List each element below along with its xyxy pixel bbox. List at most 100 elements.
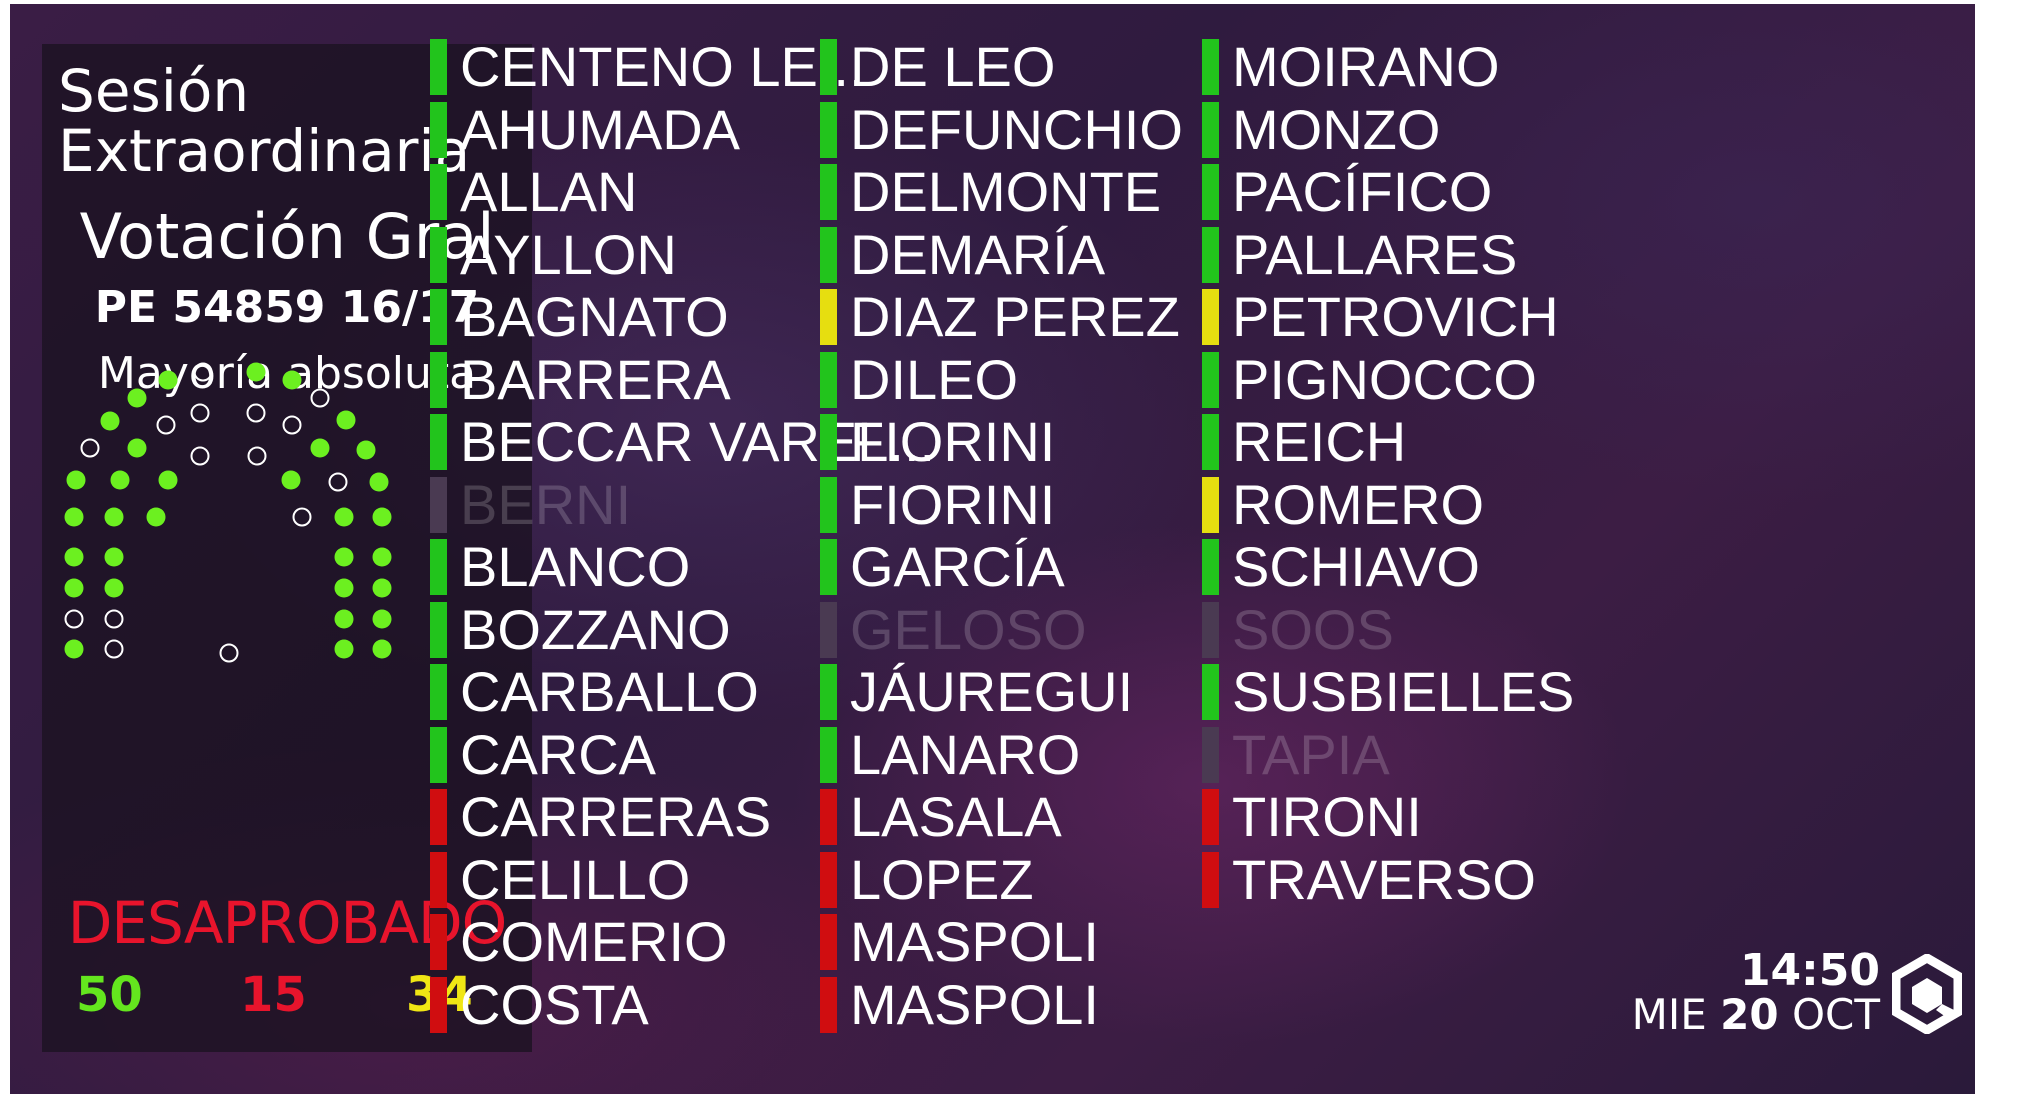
seat-voted (127, 438, 147, 458)
vote-status-bar-yes (820, 664, 837, 720)
vote-status-bar-yes (1202, 101, 1219, 158)
clock-time: 14:50 (1739, 945, 1880, 996)
seat-voted (372, 507, 392, 527)
session-title-line1: Sesión (58, 57, 250, 125)
member-name: MASPOLI (850, 910, 1099, 973)
seat-voted (372, 578, 392, 598)
member-name: BOZZANO (460, 597, 731, 661)
vote-status-bar-no (820, 914, 837, 970)
seat-empty (219, 643, 239, 663)
member-name: BLANCO (460, 535, 691, 598)
vote-status-bar-yes (430, 601, 447, 658)
seat-empty (282, 415, 302, 435)
seat-voted (100, 411, 120, 431)
seat-voted (104, 547, 124, 567)
member-name: FIORINI (850, 410, 1056, 473)
vote-status-bar-abstain (820, 289, 837, 345)
seat-empty (190, 403, 210, 423)
vote-status-bar-yes (430, 289, 447, 345)
member-name: SOOS (1232, 597, 1394, 661)
vote-status-bar-absent (820, 601, 837, 658)
seat-empty (292, 507, 312, 527)
seat-voted (282, 370, 302, 390)
member-name: ROMERO (1232, 472, 1484, 536)
member-name: PETROVICH (1232, 285, 1559, 348)
vote-status-bar-no (820, 976, 837, 1033)
vote-status-bar-no (430, 851, 447, 908)
member-name: CELILLO (460, 847, 691, 911)
member-name: MONZO (1232, 97, 1441, 161)
session-title-line2: Extraordinaria (58, 117, 471, 185)
member-name: COSTA (460, 972, 649, 1036)
vote-status-bar-yes (820, 39, 837, 95)
member-name: BERNI (460, 472, 632, 536)
seat-empty (246, 403, 266, 423)
member-name: DE LEO (850, 35, 1056, 98)
vote-status-bar-yes (1202, 539, 1219, 595)
seat-voted (356, 440, 376, 460)
member-name: LANARO (850, 722, 1081, 786)
seat-voted (310, 438, 330, 458)
seat-voted (64, 578, 84, 598)
member-name: AHUMADA (460, 97, 741, 161)
member-name: DEFUNCHIO (850, 97, 1183, 161)
member-name: BECCAR VAREL... (460, 410, 936, 473)
member-name: FIORINI (850, 472, 1056, 536)
clock-month: OCT (1791, 990, 1880, 1039)
member-name: PIGNOCCO (1232, 347, 1537, 411)
member-name: LASALA (850, 785, 1062, 848)
seat-voted (334, 609, 354, 629)
vote-status-bar-yes (430, 351, 447, 408)
clock-day: 20 (1720, 990, 1779, 1039)
seat-voted (372, 639, 392, 659)
vote-status-bar-yes (820, 726, 837, 783)
vote-status-bar-yes (430, 539, 447, 595)
seat-empty (80, 438, 100, 458)
seat-voted (369, 472, 389, 492)
voting-board: Sesión Extraordinaria Votación Gral PE 5… (10, 4, 1975, 1094)
seat-voted (281, 470, 301, 490)
seat-empty (193, 362, 213, 382)
seat-empty (64, 609, 84, 629)
vote-status-bar-absent (1202, 601, 1219, 658)
vote-status-bar-no (820, 789, 837, 845)
vote-status-bar-absent (1202, 726, 1219, 783)
member-name: BAGNATO (460, 285, 729, 348)
seat-voted (334, 578, 354, 598)
member-name: ALLAN (460, 160, 638, 223)
member-name: DELMONTE (850, 160, 1162, 223)
vote-status-bar-yes (430, 414, 447, 470)
seat-voted (246, 362, 266, 382)
seat-voted (372, 609, 392, 629)
vote-status-bar-no (820, 851, 837, 908)
session-panel: Sesión Extraordinaria Votación Gral PE 5… (42, 44, 532, 1052)
seat-voted (64, 547, 84, 567)
vote-status-bar-yes (430, 101, 447, 158)
vote-status-bar-yes (1202, 414, 1219, 470)
seat-voted (336, 410, 356, 430)
vote-status-bar-absent (430, 476, 447, 533)
member-name: JÁUREGUI (850, 660, 1134, 723)
vote-status-bar-yes (1202, 39, 1219, 95)
clock-date: MIE 20 OCT (1632, 993, 1880, 1037)
member-name: BARRERA (460, 347, 731, 411)
vote-status-bar-abstain (1202, 289, 1219, 345)
vote-status-bar-yes (430, 164, 447, 220)
seat-voted (372, 547, 392, 567)
vote-status-bar-yes (820, 414, 837, 470)
seat-empty (328, 472, 348, 492)
vote-status-bar-no (1202, 851, 1219, 908)
member-name: AYLLON (460, 222, 677, 286)
vote-status-bar-yes (1202, 351, 1219, 408)
vote-status-bar-yes (820, 476, 837, 533)
seat-empty (156, 415, 176, 435)
member-name: CENTENO LE... (460, 35, 865, 98)
seat-empty (247, 446, 267, 466)
member-name: TRAVERSO (1232, 847, 1536, 911)
vote-status-bar-no (1202, 789, 1219, 845)
seat-voted (158, 470, 178, 490)
member-name: CARBALLO (460, 660, 759, 723)
vote-status-bar-yes (430, 226, 447, 283)
member-name: GARCÍA (850, 535, 1065, 598)
file-number: PE 54859 16/17 (94, 282, 480, 333)
